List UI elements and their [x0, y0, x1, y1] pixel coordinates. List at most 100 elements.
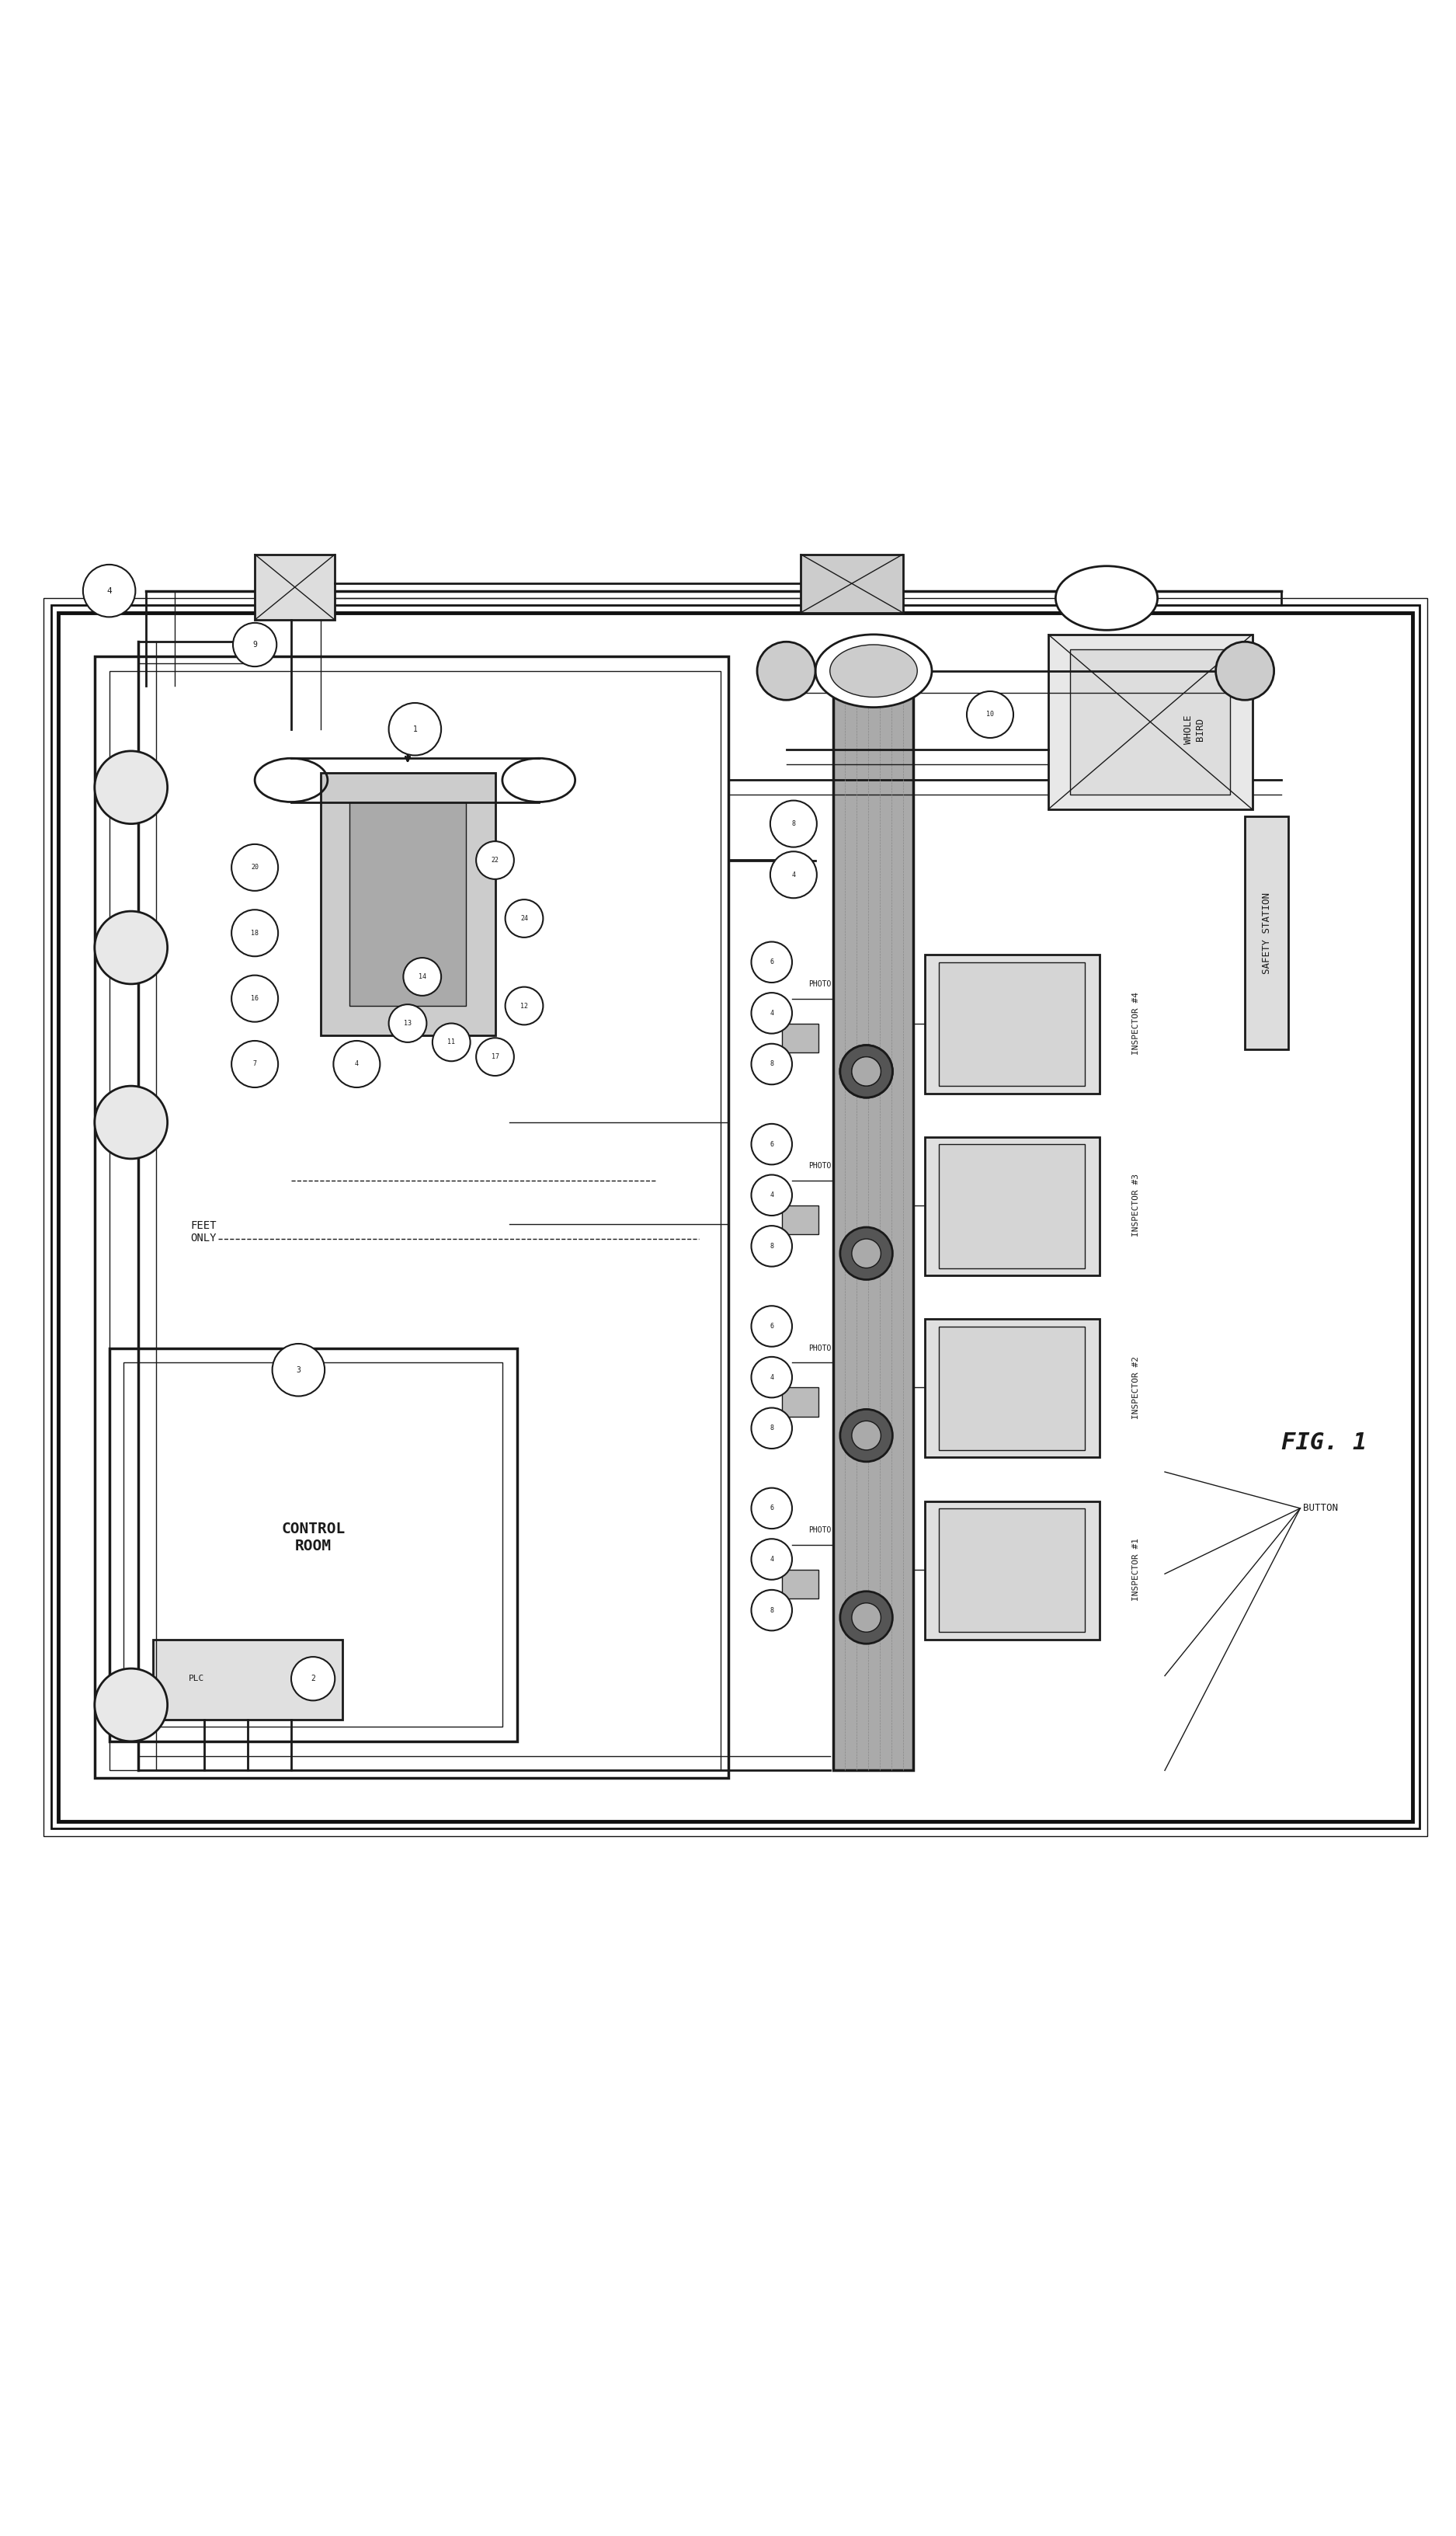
Circle shape: [233, 624, 277, 667]
Text: 12: 12: [520, 1002, 529, 1009]
Text: INSPECTOR #1: INSPECTOR #1: [1131, 1537, 1140, 1600]
Bar: [255, 555, 335, 619]
Circle shape: [840, 1227, 893, 1281]
Circle shape: [505, 987, 543, 1025]
Circle shape: [83, 566, 135, 616]
Text: 4: 4: [770, 1009, 773, 1017]
Text: 6: 6: [770, 1324, 773, 1329]
Bar: [124, 1362, 502, 1727]
Text: PHOTO.: PHOTO.: [808, 1344, 836, 1352]
Circle shape: [432, 1025, 470, 1060]
Bar: [1245, 817, 1289, 1050]
Circle shape: [852, 1240, 881, 1268]
Circle shape: [95, 910, 167, 984]
Bar: [925, 956, 1099, 1093]
Text: 14: 14: [418, 974, 427, 981]
Text: 10: 10: [986, 710, 994, 718]
Circle shape: [232, 844, 278, 890]
Bar: [801, 555, 903, 614]
Text: INSPECTOR #2: INSPECTOR #2: [1131, 1357, 1140, 1418]
Bar: [939, 1509, 1085, 1633]
Text: INSPECTOR #3: INSPECTOR #3: [1131, 1174, 1140, 1238]
Circle shape: [476, 1037, 514, 1075]
Circle shape: [751, 1590, 792, 1631]
Circle shape: [232, 1040, 278, 1088]
Circle shape: [476, 842, 514, 880]
Circle shape: [232, 910, 278, 956]
Circle shape: [95, 751, 167, 824]
Text: 20: 20: [250, 865, 259, 870]
Text: SAFETY STATION: SAFETY STATION: [1262, 893, 1271, 974]
Circle shape: [1216, 642, 1274, 700]
Text: 13: 13: [403, 1019, 412, 1027]
Text: 9: 9: [252, 642, 258, 649]
Bar: [58, 614, 1412, 1821]
Circle shape: [852, 1420, 881, 1451]
Text: 1: 1: [412, 725, 418, 733]
Text: 6: 6: [770, 1141, 773, 1149]
Text: 7: 7: [253, 1060, 256, 1068]
Bar: [1048, 634, 1252, 809]
Circle shape: [770, 852, 817, 898]
Bar: [349, 801, 466, 1007]
Text: FIG. 1: FIG. 1: [1281, 1430, 1367, 1453]
Text: 17: 17: [491, 1052, 499, 1060]
Bar: [833, 649, 913, 1770]
Circle shape: [751, 1306, 792, 1347]
Text: BUTTON: BUTTON: [1303, 1504, 1338, 1514]
Bar: [925, 1319, 1099, 1458]
Circle shape: [95, 1085, 167, 1159]
Circle shape: [751, 1123, 792, 1164]
Text: FEET
ONLY: FEET ONLY: [191, 1220, 217, 1243]
Text: 4: 4: [106, 586, 112, 593]
Text: 4: 4: [770, 1375, 773, 1380]
Circle shape: [967, 692, 1013, 738]
Circle shape: [751, 1539, 792, 1580]
Text: PHOTO.: PHOTO.: [808, 1161, 836, 1169]
Circle shape: [272, 1344, 325, 1397]
Text: 24: 24: [520, 915, 529, 923]
Text: INSPECTOR #4: INSPECTOR #4: [1131, 992, 1140, 1055]
Text: PHOTO.: PHOTO.: [808, 1527, 836, 1534]
Text: 6: 6: [770, 959, 773, 966]
Text: 16: 16: [250, 994, 259, 1002]
Text: 6: 6: [770, 1504, 773, 1511]
Circle shape: [751, 1225, 792, 1265]
Bar: [153, 1638, 342, 1719]
Circle shape: [389, 702, 441, 756]
Text: 8: 8: [770, 1243, 773, 1250]
Circle shape: [403, 959, 441, 997]
Text: 3: 3: [296, 1367, 301, 1375]
Circle shape: [840, 1045, 893, 1098]
Text: 4: 4: [770, 1555, 773, 1562]
Circle shape: [95, 1669, 167, 1742]
Text: CONTROL
ROOM: CONTROL ROOM: [281, 1522, 345, 1555]
Text: 8: 8: [770, 1425, 773, 1433]
Text: WHOLE
BIRD: WHOLE BIRD: [1184, 715, 1204, 743]
Bar: [925, 1136, 1099, 1276]
Text: 4: 4: [792, 872, 795, 877]
Circle shape: [852, 1058, 881, 1085]
Circle shape: [333, 1040, 380, 1088]
Text: 2: 2: [310, 1674, 316, 1681]
Text: PLC: PLC: [189, 1674, 204, 1681]
Bar: [782, 1025, 818, 1052]
Circle shape: [770, 801, 817, 847]
Circle shape: [751, 1489, 792, 1529]
Text: 18: 18: [250, 931, 259, 936]
Bar: [44, 598, 1427, 1836]
Bar: [320, 773, 495, 1035]
Circle shape: [232, 976, 278, 1022]
Circle shape: [852, 1058, 881, 1085]
Bar: [939, 1144, 1085, 1268]
Bar: [939, 961, 1085, 1085]
Circle shape: [291, 1656, 335, 1702]
Ellipse shape: [830, 644, 917, 697]
Bar: [833, 649, 913, 1770]
Text: 4: 4: [355, 1060, 358, 1068]
Text: 11: 11: [447, 1040, 456, 1045]
Bar: [109, 1349, 517, 1742]
Bar: [939, 1326, 1085, 1451]
Circle shape: [751, 1357, 792, 1397]
Text: 22: 22: [491, 857, 499, 865]
